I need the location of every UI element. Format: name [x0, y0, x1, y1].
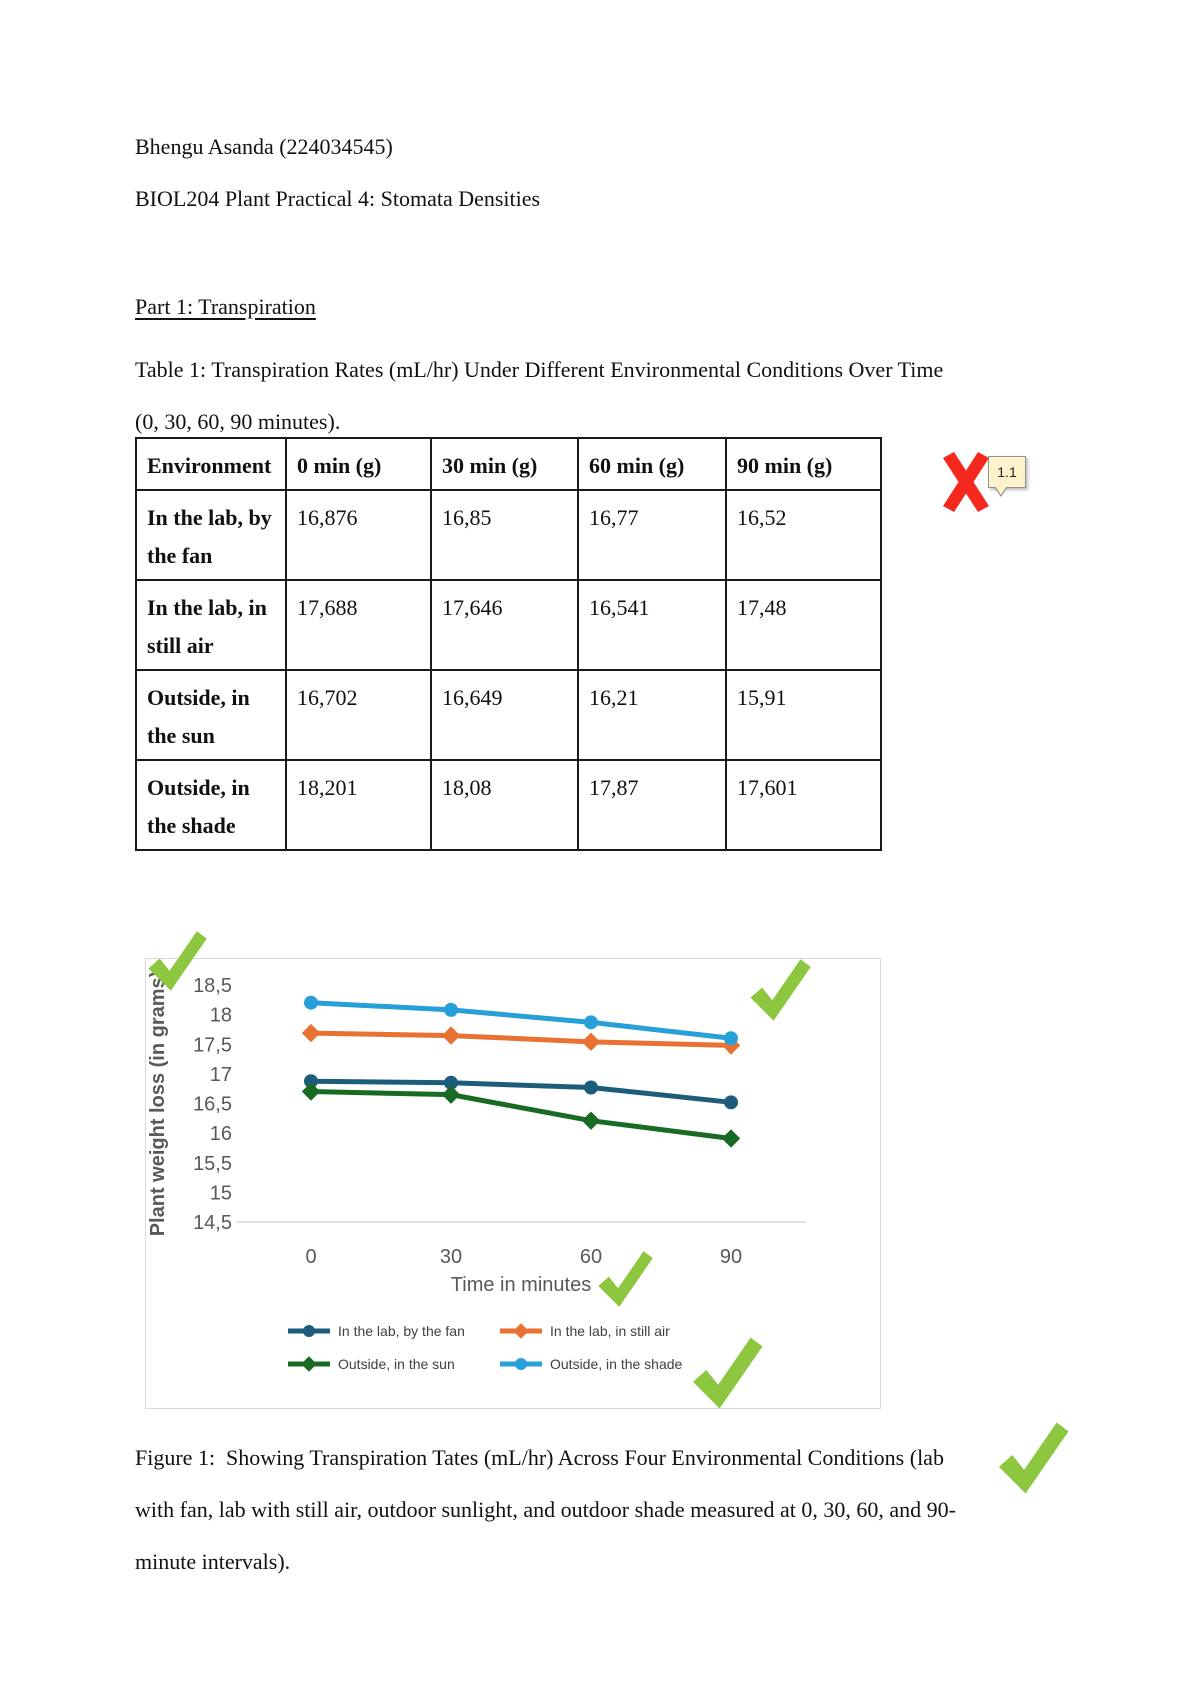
value-cell: 17,87: [577, 759, 727, 851]
value-cell: 18,201: [285, 759, 432, 851]
figure-caption-line: Figure 1: Showing Transpiration Tates (m…: [135, 1445, 944, 1470]
course-title: BIOL204 Plant Practical 4: Stomata Densi…: [135, 186, 541, 211]
svg-text:Plant weight loss (in grams): Plant weight loss (in grams): [147, 971, 169, 1237]
value-cell: 16,702: [285, 669, 432, 761]
table-row: Outside, in the shade 18,201 18,08 17,87 17,…: [135, 759, 882, 851]
svg-text:16: 16: [210, 1123, 232, 1145]
table-header-cell: 60 min (g): [577, 437, 727, 491]
value-cell: 17,601: [725, 759, 882, 851]
section-heading: Part 1: Transpiration: [135, 294, 316, 319]
data-table: Environment 0 min (g) 30 min (g) 60 min (g)…: [135, 437, 882, 851]
value-cell: 15,91: [725, 669, 882, 761]
svg-text:14,5: 14,5: [193, 1212, 232, 1234]
value-cell: 17,688: [285, 579, 432, 671]
checkmark-icon: [598, 1251, 653, 1307]
svg-text:18: 18: [210, 1005, 232, 1027]
table-header-cell: 90 min (g): [725, 437, 882, 491]
author-line: Bhengu Asanda (224034545): [135, 134, 393, 159]
svg-text:Time in minutes: Time in minutes: [451, 1274, 591, 1296]
figure-caption: Figure 1: Showing Transpiration Tates (m…: [135, 1432, 956, 1588]
value-cell: 17,646: [430, 579, 579, 671]
table-caption-line: (0, 30, 60, 90 minutes).: [135, 409, 341, 434]
svg-text:15: 15: [210, 1182, 232, 1204]
row-label-cell: In the lab, in still air: [135, 579, 287, 671]
value-cell: 18,08: [430, 759, 579, 851]
comment-tag: 1.1: [988, 456, 1026, 497]
row-label-cell: Outside, in the shade: [135, 759, 287, 851]
svg-text:In the lab, by the fan: In the lab, by the fan: [338, 1323, 465, 1339]
svg-text:17,5: 17,5: [193, 1034, 232, 1056]
value-cell: 16,52: [725, 489, 882, 581]
value-cell: 16,77: [577, 489, 727, 581]
value-cell: 16,876: [285, 489, 432, 581]
table-header-cell: 30 min (g): [430, 437, 579, 491]
table-header-cell: 0 min (g): [285, 437, 432, 491]
checkmark-icon: [692, 1337, 763, 1409]
table-row: In the lab, by the fan 16,876 16,85 16,77 16…: [135, 489, 882, 581]
value-cell: 16,541: [577, 579, 727, 671]
svg-text:Outside, in the sun: Outside, in the sun: [338, 1356, 455, 1372]
red-cross-icon: [943, 452, 989, 512]
table-header-row: Environment 0 min (g) 30 min (g) 60 min (g)…: [135, 437, 882, 491]
svg-text:30: 30: [440, 1246, 462, 1268]
table-header-cell: Environment: [135, 437, 287, 491]
checkmark-icon: [750, 959, 811, 1021]
table-row: In the lab, in still air 17,688 17,646 16,5…: [135, 579, 882, 671]
row-label-cell: Outside, in the sun: [135, 669, 287, 761]
value-cell: 17,48: [725, 579, 882, 671]
svg-text:60: 60: [580, 1246, 602, 1268]
figure-chart: 14,5 15 15,5 16 16,5 17 17,5 18 18,5 0 30 60 90 Time …: [145, 958, 881, 1409]
value-cell: 16,85: [430, 489, 579, 581]
row-label-cell: In the lab, by the fan: [135, 489, 287, 581]
table-caption-line: Table 1: Transpiration Rates (mL/hr) Und…: [135, 357, 944, 382]
svg-text:18,5: 18,5: [193, 975, 232, 997]
svg-text:In the lab, in still air: In the lab, in still air: [550, 1323, 670, 1339]
table-row: Outside, in the sun 16,702 16,649 16,21 15,9…: [135, 669, 882, 761]
transpiration-line-chart: 14,5 15 15,5 16 16,5 17 17,5 18 18,5 0 30 60 90 Time …: [147, 971, 806, 1372]
figure-caption-line: minute intervals).: [135, 1549, 291, 1574]
table-caption: Table 1: Transpiration Rates (mL/hr) Und…: [135, 344, 943, 448]
svg-text:15,5: 15,5: [193, 1153, 232, 1175]
figure-caption-line: with fan, lab with still air, outdoor su…: [135, 1497, 956, 1522]
svg-text:17: 17: [210, 1064, 232, 1086]
svg-text:0: 0: [305, 1246, 316, 1268]
table-container: Environment 0 min (g) 30 min (g) 60 min (g)…: [135, 437, 882, 851]
svg-text:90: 90: [720, 1246, 742, 1268]
value-cell: 16,21: [577, 669, 727, 761]
checkmark-icon: [148, 931, 207, 991]
value-cell: 16,649: [430, 669, 579, 761]
svg-text:16,5: 16,5: [193, 1094, 232, 1116]
comment-tag-label: 1.1: [997, 464, 1017, 480]
svg-text:Outside, in the shade: Outside, in the shade: [550, 1356, 683, 1372]
checkmark-icon: [998, 1422, 1069, 1494]
